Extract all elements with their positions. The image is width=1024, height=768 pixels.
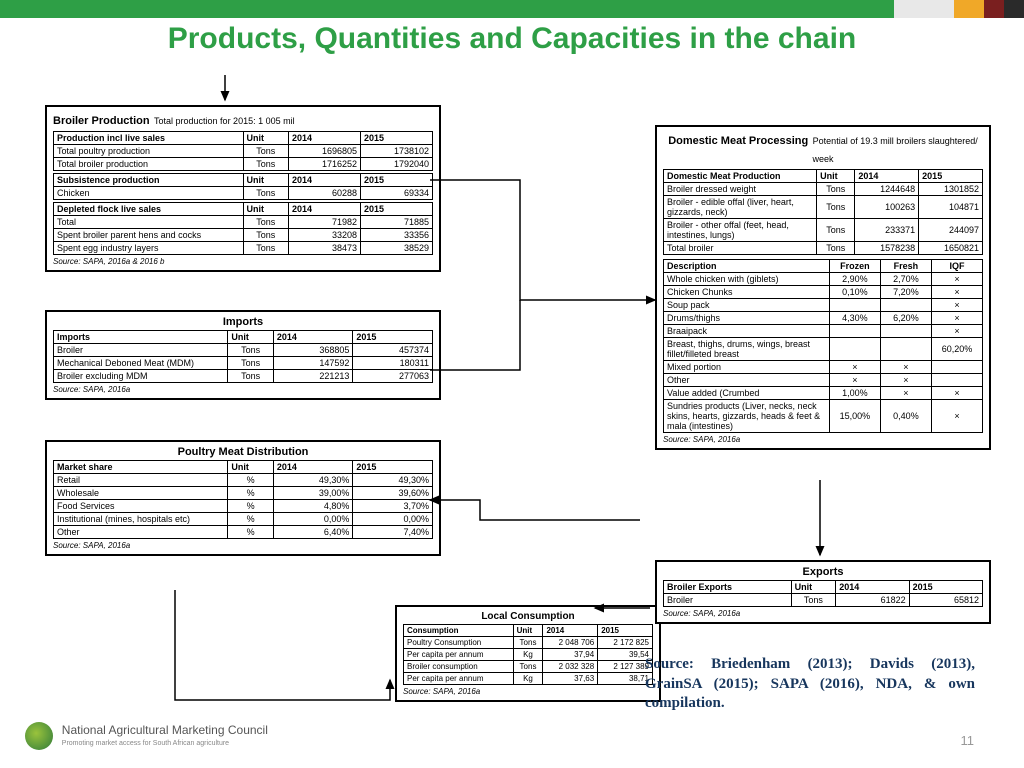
distribution-box: Poultry Meat Distribution Market shareUn… [45,440,441,556]
processing-subtitle: Potential of 19.3 mill broilers slaughte… [812,136,977,164]
consumption-source: Source: SAPA, 2016a [403,687,653,696]
exports-table: Broiler ExportsUnit20142015BroilerTons61… [663,580,983,607]
consumption-box: Local Consumption ConsumptionUnit2014201… [395,605,661,702]
imports-source: Source: SAPA, 2016a [53,385,433,394]
broiler-production-box: Broiler Production Total production for … [45,105,441,272]
exports-title: Exports [663,566,983,578]
exports-box: Exports Broiler ExportsUnit20142015Broil… [655,560,991,624]
imports-title: Imports [53,316,433,328]
broiler-production-subtitle: Total production for 2015: 1 005 mil [154,116,295,126]
page-number: 11 [961,733,975,748]
processing-table: Domestic Meat ProductionUnit20142015Broi… [663,169,983,255]
processing-box: Domestic Meat Processing Potential of 19… [655,125,991,450]
distribution-table: Market shareUnit20142015Retail%49,30%49,… [53,460,433,539]
distribution-title: Poultry Meat Distribution [53,446,433,458]
logo-tagline: Promoting market access for South Africa… [62,740,229,747]
exports-source: Source: SAPA, 2016a [663,609,983,618]
processing-desc-table: DescriptionFrozenFreshIQFWhole chicken w… [663,259,983,433]
consumption-title: Local Consumption [403,611,653,622]
slide-title: Products, Quantities and Capacities in t… [60,22,964,55]
imports-box: Imports ImportsUnit20142015BroilerTons36… [45,310,441,400]
consumption-table: ConsumptionUnit20142015Poultry Consumpti… [403,624,653,685]
processing-source: Source: SAPA, 2016a [663,435,983,444]
broiler-production-title: Broiler Production [53,115,150,127]
logo-name: National Agricultural Marketing Council [62,723,268,737]
footer-logo: National Agricultural Marketing Council … [25,722,268,750]
imports-table: ImportsUnit20142015BroilerTons3688054573… [53,330,433,383]
source-citation: Source: Briedenham (2013); Davids (2013)… [645,655,975,714]
processing-title: Domestic Meat Processing [668,135,808,147]
broiler-production-source: Source: SAPA, 2016a & 2016 b [53,257,433,266]
top-accent-bar [0,0,1024,18]
logo-icon [25,722,53,750]
distribution-source: Source: SAPA, 2016a [53,541,433,550]
